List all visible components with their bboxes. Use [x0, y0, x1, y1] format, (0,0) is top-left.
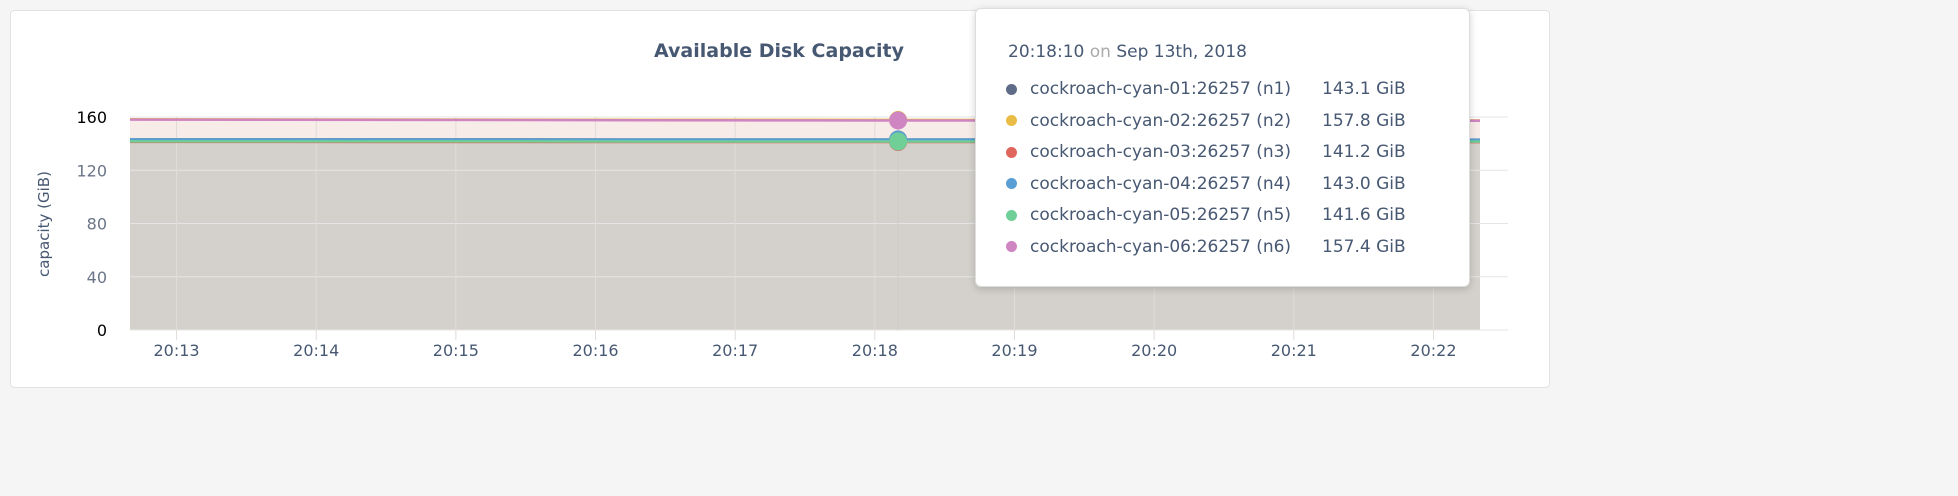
x-tick-label: 20:22 [1410, 341, 1456, 360]
tooltip-series-name: cockroach-cyan-05:26257 (n5) [1030, 205, 1292, 225]
tooltip-series-name: cockroach-cyan-03:26257 (n3) [1030, 142, 1292, 162]
y-tick-label: 0 [97, 321, 107, 340]
series-dot-icon [1006, 146, 1017, 158]
x-tick-label: 20:15 [433, 341, 479, 360]
hover-point-5 [889, 132, 908, 151]
tooltip-series-value: 143.1 GiB [1322, 79, 1406, 99]
tooltip-row: cockroach-cyan-01:26257 (n1) 143.1 GiB [1006, 79, 1406, 99]
tooltip-series-name: cockroach-cyan-01:26257 (n1) [1030, 79, 1292, 99]
y-axis-label: capacity (GiB) [35, 171, 53, 277]
tooltip-series-name: cockroach-cyan-04:26257 (n4) [1030, 173, 1292, 194]
tooltip-series-name: cockroach-cyan-06:26257 (n6) [1030, 236, 1292, 257]
tooltip-time: 20:18:10 [1008, 42, 1085, 62]
hover-point-6 [889, 111, 908, 130]
x-tick-label: 20:21 [1271, 341, 1317, 360]
series-dot-icon [1006, 115, 1017, 126]
x-tick-label: 20:19 [991, 341, 1037, 360]
series-dot-icon [1006, 241, 1017, 252]
chart-title: Available Disk Capacity [654, 40, 904, 62]
tooltip-series-value: 143.0 GiB [1322, 173, 1406, 194]
tooltip: 20:18:10 on Sep 13th, 2018 cockroach-cya… [975, 8, 1470, 287]
tooltip-on: on [1089, 42, 1111, 62]
tooltip-series-value: 157.8 GiB [1322, 110, 1406, 131]
tooltip-row: cockroach-cyan-05:26257 (n5) 141.6 GiB [1006, 205, 1406, 225]
tooltip-series-value: 141.2 GiB [1322, 142, 1406, 162]
x-tick-label: 20:16 [572, 341, 618, 360]
tooltip-series-value: 157.4 GiB [1322, 236, 1406, 257]
tooltip-row: cockroach-cyan-02:26257 (n2) 157.8 GiB [1006, 111, 1406, 131]
x-tick-label: 20:14 [293, 341, 339, 360]
series-dot-icon [1006, 83, 1017, 95]
y-tick-label: 160 [76, 108, 107, 127]
x-tick-label: 20:13 [153, 341, 199, 360]
y-tick-label: 120 [76, 161, 107, 180]
tooltip-date: Sep 13th, 2018 [1116, 42, 1247, 62]
y-tick-label: 40 [87, 268, 107, 287]
tooltip-header: 20:18:10 on Sep 13th, 2018 [1008, 42, 1247, 62]
series-dot-icon [1006, 178, 1017, 189]
series-dot-icon [1006, 209, 1017, 221]
tooltip-series-name: cockroach-cyan-02:26257 (n2) [1030, 110, 1292, 131]
x-tick-label: 20:18 [852, 341, 898, 360]
tooltip-row: cockroach-cyan-04:26257 (n4) 143.0 GiB [1006, 174, 1406, 194]
y-tick-label: 80 [87, 215, 107, 234]
tooltip-row: cockroach-cyan-06:26257 (n6) 157.4 GiB [1006, 237, 1406, 257]
x-tick-label: 20:17 [712, 341, 758, 360]
x-tick-label: 20:20 [1131, 341, 1177, 360]
tooltip-row: cockroach-cyan-03:26257 (n3) 141.2 GiB [1006, 142, 1406, 162]
tooltip-series-value: 141.6 GiB [1322, 205, 1406, 225]
